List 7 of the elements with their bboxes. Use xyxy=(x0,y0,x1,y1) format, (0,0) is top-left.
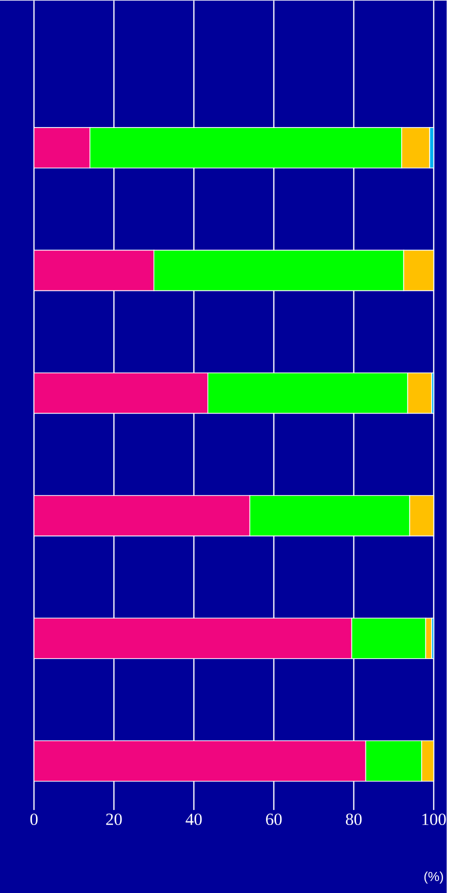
x-tick-label: 60 xyxy=(266,814,282,826)
x-tick-label: 100 xyxy=(422,814,446,826)
x-tick-label: 0 xyxy=(30,814,38,826)
x-tick-label: 20 xyxy=(106,814,122,826)
x-tick-label: 80 xyxy=(346,814,362,826)
x-tick-label: 40 xyxy=(186,814,202,826)
x-axis-title: (%) xyxy=(424,872,444,884)
